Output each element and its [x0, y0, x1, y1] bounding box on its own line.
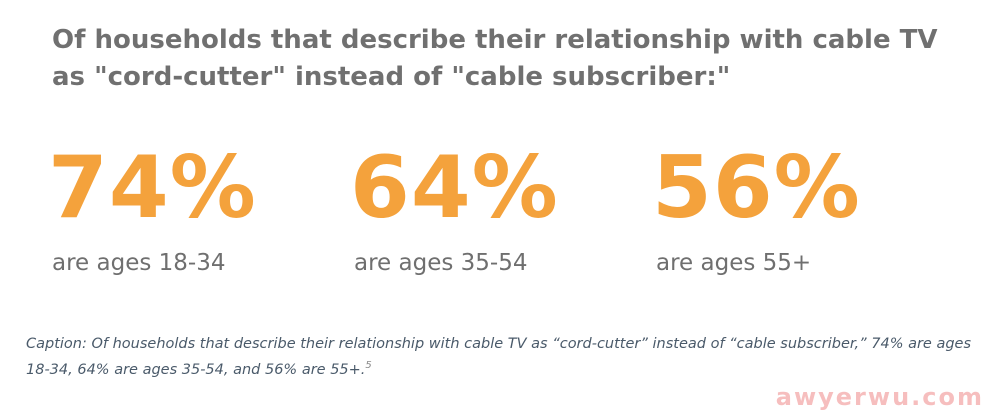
headline-line-2: as "cord-cutter" instead of "cable subsc…: [52, 62, 731, 92]
stat-value: 56%: [652, 138, 861, 238]
stat-label: are ages 35-54: [354, 250, 528, 276]
stats-row: 74% are ages 18-34 64% are ages 35-54 56…: [0, 140, 1000, 290]
stat-value: 74%: [48, 138, 257, 238]
stat-value: 64%: [350, 138, 559, 238]
caption: Caption: Of households that describe the…: [26, 331, 986, 383]
stat-label: are ages 55+: [656, 250, 812, 276]
caption-text: Caption: Of households that describe the…: [26, 336, 972, 378]
footnote-marker: 5: [365, 360, 372, 372]
stat-35-54: 64% are ages 35-54: [350, 140, 650, 278]
watermark: awyerwu.com: [775, 383, 984, 411]
stat-label: are ages 18-34: [52, 250, 226, 276]
headline: Of households that describe their relati…: [52, 22, 952, 96]
stat-55-plus: 56% are ages 55+: [652, 140, 952, 278]
headline-line-1: Of households that describe their relati…: [52, 25, 938, 55]
stat-18-34: 74% are ages 18-34: [48, 140, 348, 278]
